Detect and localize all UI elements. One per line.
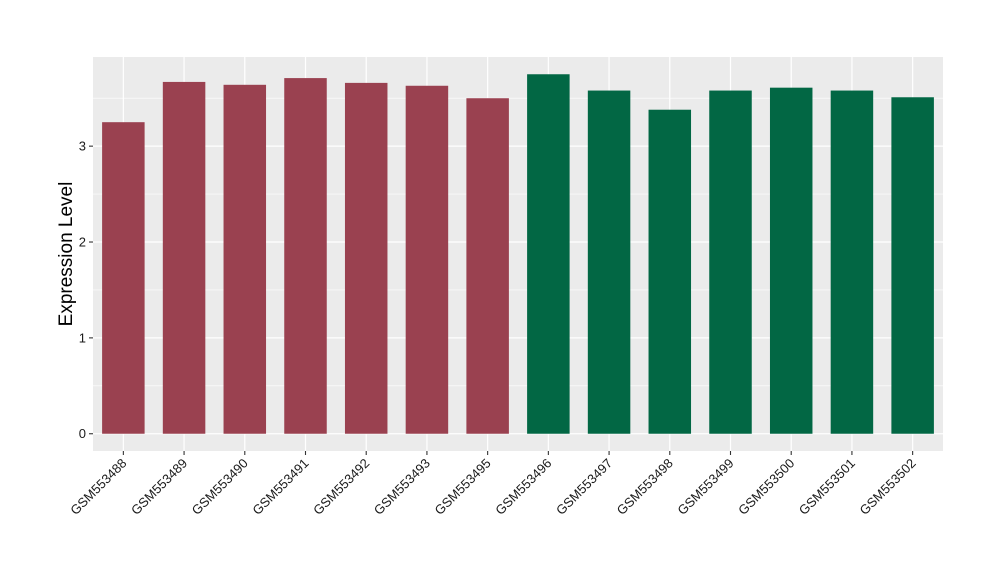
plot-panel — [93, 57, 943, 451]
bar-GSM553502 — [891, 97, 934, 434]
x-tick-label: GSM553495 — [432, 456, 494, 518]
x-tick-label: GSM553488 — [67, 456, 129, 518]
x-tick-label: GSM553496 — [492, 456, 554, 518]
y-tick-label: 0 — [79, 426, 86, 441]
bar-GSM553501 — [830, 90, 874, 434]
bar-GSM553488 — [102, 122, 145, 434]
x-tick-label: GSM553497 — [553, 456, 615, 518]
y-tick-label: 1 — [79, 330, 86, 345]
y-axis-title: Expression Level — [56, 182, 77, 327]
bar-GSM553497 — [587, 90, 631, 434]
x-axis: GSM553488GSM553489GSM553490GSM553491GSM5… — [67, 451, 919, 518]
bar-GSM553499 — [709, 90, 752, 434]
bar-GSM553489 — [162, 81, 206, 434]
x-tick-label: GSM553491 — [249, 456, 311, 518]
y-tick-label: 2 — [79, 235, 86, 250]
bar-GSM553491 — [284, 78, 327, 434]
x-tick-label: GSM553489 — [128, 456, 190, 518]
bar-GSM553490 — [223, 84, 267, 434]
x-tick-label: GSM553493 — [371, 456, 433, 518]
x-tick-label: GSM553490 — [189, 456, 251, 518]
bar-GSM553500 — [769, 87, 813, 434]
x-tick-label: GSM553499 — [674, 456, 736, 518]
bar-GSM553492 — [344, 82, 388, 434]
bar-GSM553498 — [648, 109, 692, 434]
y-tick-label: 3 — [79, 139, 86, 154]
bar-GSM553495 — [466, 98, 509, 434]
x-tick-label: GSM553492 — [310, 456, 372, 518]
x-tick-label: GSM553498 — [614, 456, 676, 518]
bars-group — [102, 74, 934, 434]
bar-GSM553493 — [405, 85, 449, 434]
y-axis: 0 1 2 3 — [79, 139, 93, 441]
x-tick-label: GSM553500 — [735, 456, 797, 518]
bar-GSM553496 — [527, 74, 570, 434]
x-tick-label: GSM553501 — [796, 456, 858, 518]
x-tick-label: GSM553502 — [857, 456, 919, 518]
